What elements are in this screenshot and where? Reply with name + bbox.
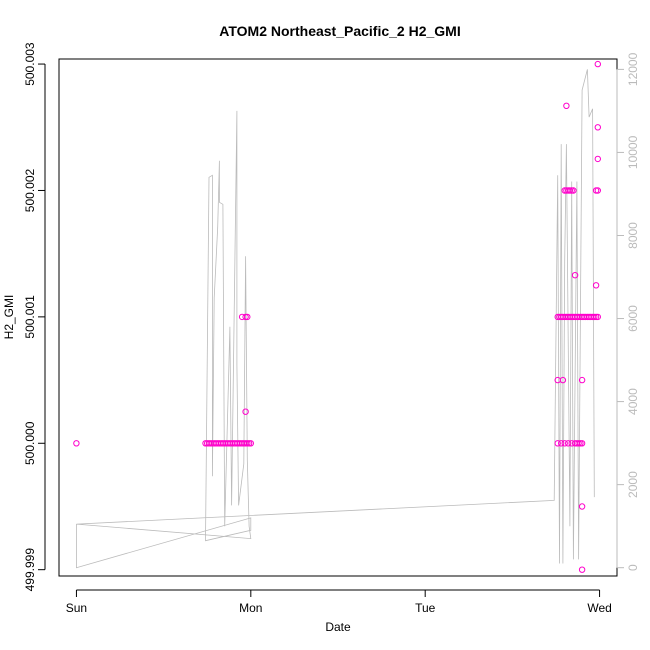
data-point <box>578 503 586 510</box>
axes-layer: Sun Mon Tue Wed 499.999 500.000 500.001 500.002… <box>23 42 640 615</box>
y-tick-label: 499.999 <box>23 548 37 592</box>
y2-tick-label: 0 <box>626 564 640 571</box>
x-tick-label: Tue <box>415 601 436 615</box>
data-point <box>594 124 601 131</box>
series-layer <box>73 60 601 573</box>
data-point <box>563 102 570 110</box>
data-point <box>578 566 586 573</box>
data-point <box>247 440 255 447</box>
y2-tick-label: 8000 <box>626 222 640 249</box>
data-point <box>554 440 561 447</box>
data-point <box>575 440 582 447</box>
plot-frame <box>58 58 618 577</box>
data-point <box>571 272 579 279</box>
y2-tick-label: 10000 <box>626 135 640 169</box>
data-point <box>558 440 565 447</box>
chart-title: ATOM2 Northeast_Pacific_2 H2_GMI <box>219 23 460 39</box>
series-line-secondary <box>76 69 595 569</box>
data-point <box>594 313 601 321</box>
y-tick-label: 500.000 <box>23 421 37 465</box>
data-point <box>594 155 601 163</box>
data-point <box>561 440 568 447</box>
data-point <box>565 440 572 447</box>
y-tick-label: 500.003 <box>23 42 37 86</box>
data-point <box>559 376 567 384</box>
data-point <box>578 440 586 447</box>
data-point <box>570 187 577 194</box>
x-tick-label: Wed <box>587 601 611 615</box>
data-point <box>244 313 251 321</box>
data-point <box>594 187 601 194</box>
data-point <box>594 60 601 68</box>
y2-tick-label: 4000 <box>626 388 640 415</box>
data-point <box>592 282 600 289</box>
x-tick-label: Sun <box>66 601 87 615</box>
data-point <box>591 313 598 321</box>
y-axis-label: H2_GMI <box>2 295 16 340</box>
x-tick-label: Mon <box>239 601 262 615</box>
data-point <box>578 376 586 384</box>
data-point <box>73 440 80 447</box>
y-tick-label: 500.001 <box>23 295 37 339</box>
x-axis-label: Date <box>325 620 351 634</box>
data-point <box>242 408 249 415</box>
data-point <box>244 440 251 447</box>
y2-tick-label: 2000 <box>626 471 640 498</box>
y2-tick-label: 12000 <box>626 52 640 86</box>
y2-tick-label: 6000 <box>626 305 640 332</box>
y-tick-label: 500.002 <box>23 168 37 212</box>
data-point <box>566 187 574 194</box>
